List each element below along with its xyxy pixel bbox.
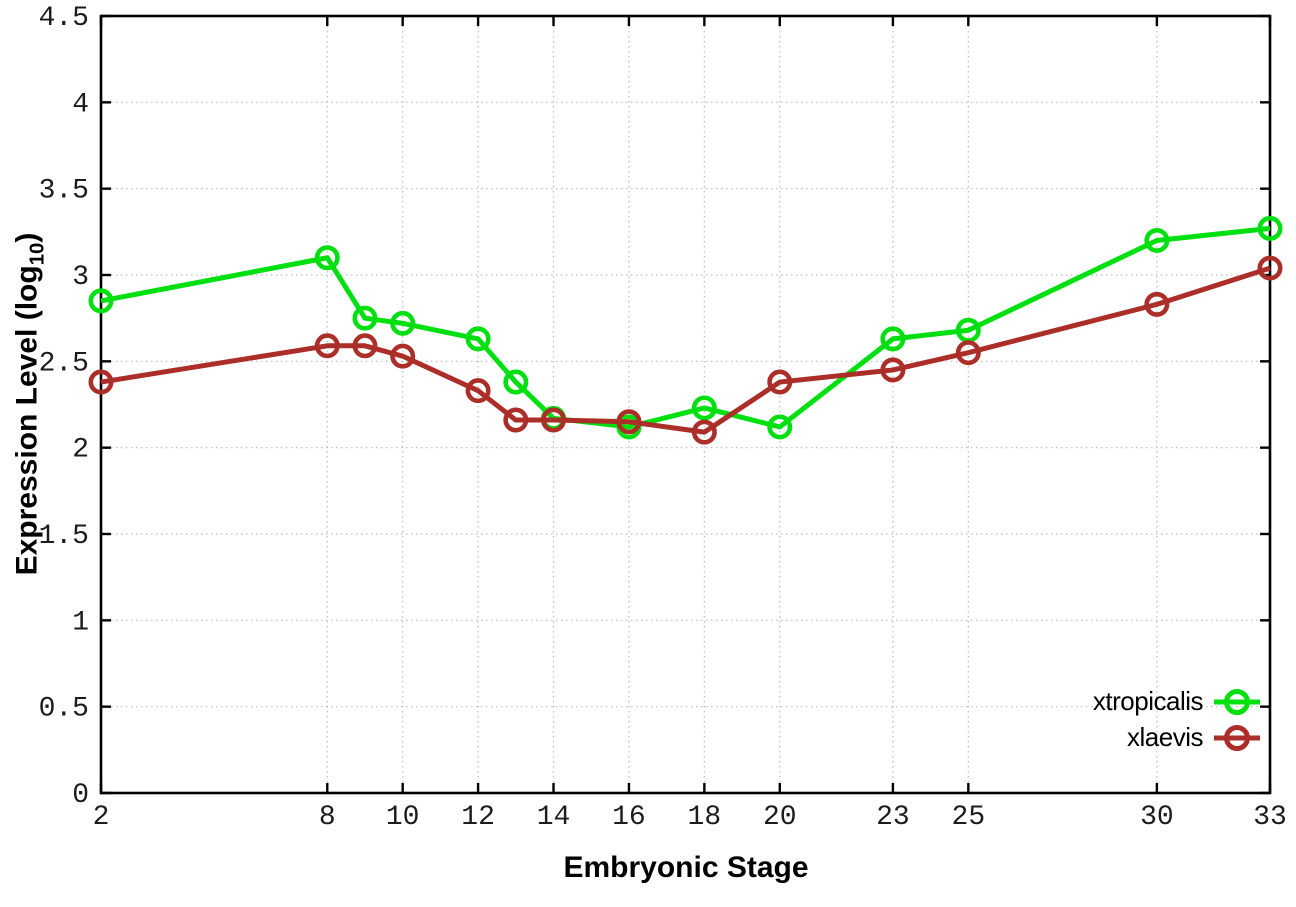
data-point-xtropicalis xyxy=(767,414,793,440)
x-tick-label: 14 xyxy=(537,802,571,833)
data-point-xlaevis xyxy=(541,407,567,433)
data-point-xlaevis xyxy=(616,409,642,435)
x-tick-label: 20 xyxy=(763,802,797,833)
y-tick-label: 1.5 xyxy=(39,521,89,552)
y-axis-label-text: Expression Level (log xyxy=(10,265,44,576)
x-tick-label: 25 xyxy=(952,802,986,833)
data-point-xlaevis xyxy=(1257,255,1283,281)
x-tick-labels: 2 8 10 12 14 16 18 20 23 25 30 33 xyxy=(93,802,1287,833)
x-tick-label: 33 xyxy=(1253,802,1287,833)
series-xlaevis xyxy=(88,255,1283,445)
x-tick-label: 2 xyxy=(93,802,110,833)
series-line-xtropicalis xyxy=(100,225,1271,430)
x-tick-label: 23 xyxy=(876,802,910,833)
x-axis-label: Embryonic Stage xyxy=(563,851,809,884)
data-point-xtropicalis xyxy=(691,395,717,421)
data-point-xtropicalis xyxy=(1257,215,1283,241)
data-point-xlaevis xyxy=(691,419,717,445)
legend-item-xlaevis: xlaevis xyxy=(1127,722,1262,753)
data-point-xtropicalis xyxy=(503,369,529,395)
legend-item-xtropicalis: xtropicalis xyxy=(1093,686,1262,717)
x-tick-label: 12 xyxy=(461,802,495,833)
legend-label-xtropicalis: xtropicalis xyxy=(1092,686,1204,716)
legend: xtropicalis xlaevis xyxy=(1093,686,1262,753)
legend-marker-xlaevis-icon xyxy=(1214,724,1260,751)
y-tick-labels: 0 0.5 1 1.5 2 2.5 3 3.5 4 4.5 xyxy=(39,3,89,811)
y-tick-label: 1 xyxy=(72,607,89,638)
data-point-xlaevis xyxy=(880,357,906,383)
y-tick-label: 0 xyxy=(72,780,89,811)
y-tick-label: 2 xyxy=(72,435,89,466)
y-tick-label: 3 xyxy=(72,262,89,293)
gridlines xyxy=(101,16,1270,793)
data-point-xlaevis xyxy=(955,340,981,366)
tick-marks xyxy=(99,14,1272,795)
data-point-xtropicalis xyxy=(352,305,378,331)
x-tick-label: 16 xyxy=(612,802,646,833)
y-tick-label: 4.5 xyxy=(39,3,89,34)
x-tick-label: 10 xyxy=(386,802,420,833)
legend-marker-xtropicalis-icon xyxy=(1214,688,1260,715)
data-point-xlaevis xyxy=(390,343,416,369)
data-point-xlaevis xyxy=(503,407,529,433)
data-point-xlaevis xyxy=(314,333,340,359)
y-tick-label: 3.5 xyxy=(39,176,89,207)
x-tick-label: 18 xyxy=(688,802,722,833)
data-point-xlaevis xyxy=(1144,291,1170,317)
data-point-xtropicalis xyxy=(88,288,114,314)
data-point-xtropicalis xyxy=(465,326,491,352)
y-tick-label: 0.5 xyxy=(39,694,89,725)
data-point-xlaevis xyxy=(352,333,378,359)
x-tick-label: 30 xyxy=(1140,802,1174,833)
y-axis-label: Expression Level (log10) xyxy=(11,233,50,576)
y-axis-label-suffix: ) xyxy=(10,232,44,243)
plot-border xyxy=(99,14,1272,795)
data-point-xtropicalis xyxy=(880,326,906,352)
data-point-xlaevis xyxy=(88,369,114,395)
data-point-xtropicalis xyxy=(390,310,416,336)
data-point-xlaevis xyxy=(465,378,491,404)
legend-label-xlaevis: xlaevis xyxy=(1127,722,1203,752)
y-tick-label: 4 xyxy=(72,89,89,120)
data-point-xtropicalis xyxy=(1144,227,1170,253)
y-tick-label: 2.5 xyxy=(39,348,89,379)
series-xtropicalis xyxy=(88,215,1283,440)
x-tick-label: 8 xyxy=(319,802,336,833)
data-point-xtropicalis xyxy=(314,245,340,271)
series-line-xlaevis xyxy=(100,265,1271,435)
data-point-xlaevis xyxy=(767,369,793,395)
y-axis-label-subscript: 10 xyxy=(26,242,49,266)
